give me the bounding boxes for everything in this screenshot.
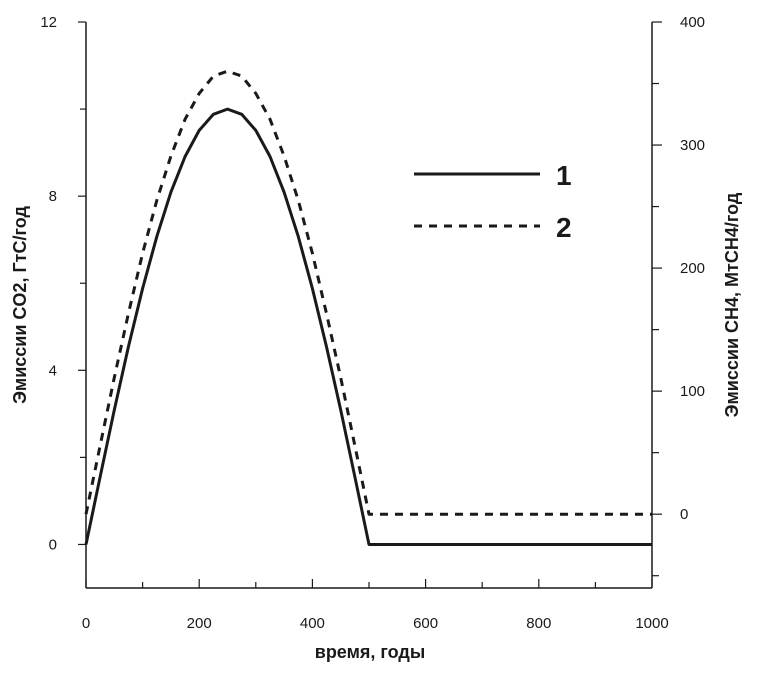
right-y-axis-title: Эмиссии CH4, МтСН4/год bbox=[722, 192, 742, 417]
x-tick-label: 400 bbox=[300, 615, 325, 632]
series-lines bbox=[84, 69, 652, 546]
left-y-tick-label: 12 bbox=[40, 14, 57, 31]
x-axis-title: время, годы bbox=[315, 642, 425, 662]
right-y-tick-label: 300 bbox=[680, 137, 705, 154]
right-y-tick-label: 400 bbox=[680, 14, 705, 31]
x-tick-label: 800 bbox=[526, 615, 551, 632]
left-y-tick-label: 8 bbox=[49, 188, 57, 205]
x-tick-label: 200 bbox=[187, 615, 212, 632]
legend-label-2: 2 bbox=[556, 212, 572, 243]
legend-label-1: 1 bbox=[556, 160, 572, 191]
left-y-axis-title: Эмиссии CO2, ГтС/год bbox=[10, 206, 30, 404]
axes bbox=[85, 22, 653, 589]
x-tick-label: 600 bbox=[413, 615, 438, 632]
x-tick-label: 0 bbox=[82, 615, 90, 632]
series-1-line bbox=[84, 107, 652, 546]
right-y-tick-label: 200 bbox=[680, 260, 705, 277]
x-tick-label: 1000 bbox=[635, 615, 668, 632]
left-y-tick-label: 0 bbox=[49, 536, 57, 553]
right-y-tick-label: 100 bbox=[680, 383, 705, 400]
right-y-tick-label: 0 bbox=[680, 506, 688, 523]
series-2-line bbox=[84, 69, 652, 516]
legend: 1 2 bbox=[414, 160, 572, 243]
ticks bbox=[78, 21, 662, 588]
left-y-tick-label: 4 bbox=[49, 362, 57, 379]
